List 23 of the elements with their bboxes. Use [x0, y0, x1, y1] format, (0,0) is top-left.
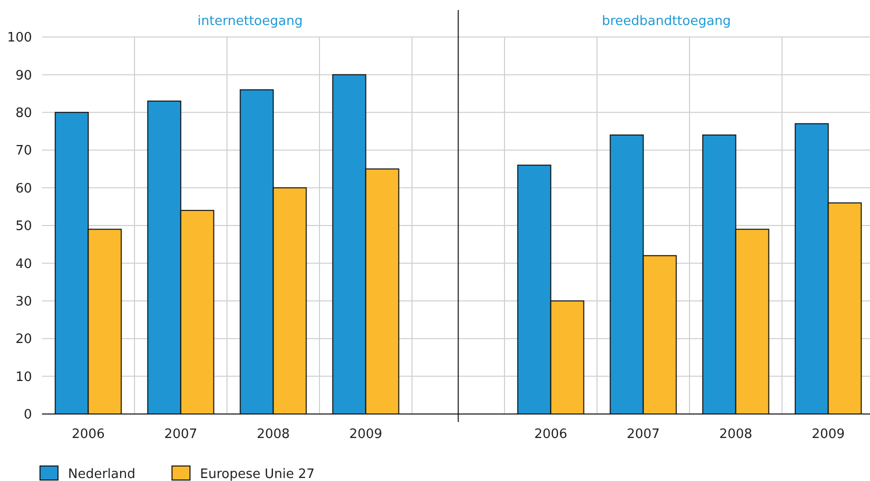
y-tick-label: 90: [15, 68, 32, 84]
x-tick-label: 2009: [349, 427, 382, 442]
y-tick-label: 100: [7, 30, 32, 46]
y-tick-label: 70: [15, 144, 32, 159]
y-tick-label: 30: [15, 294, 32, 310]
y-tick-label: 20: [15, 332, 32, 348]
chart-title: breedbandttoegang: [602, 14, 731, 29]
y-tick-label: 40: [15, 256, 32, 272]
x-tick-label: 2006: [72, 427, 105, 442]
y-tick-label: 60: [15, 181, 32, 196]
chart-title: internettoegang: [198, 14, 303, 29]
y-tick-label: 50: [15, 219, 32, 234]
x-tick-label: 2007: [164, 427, 198, 442]
x-tick-label: 2008: [719, 427, 752, 442]
y-tick-label: 80: [15, 106, 32, 121]
y-tick-label: 0: [24, 408, 32, 423]
x-tick-label: 2009: [812, 427, 845, 442]
legend-label: Europese Unie 27: [200, 467, 315, 481]
legend-label: Nederland: [68, 467, 136, 481]
x-tick-label: 2007: [626, 427, 660, 442]
x-tick-label: 2008: [256, 427, 290, 442]
x-tick-label: 2006: [534, 427, 568, 442]
y-tick-label: 10: [15, 370, 32, 385]
